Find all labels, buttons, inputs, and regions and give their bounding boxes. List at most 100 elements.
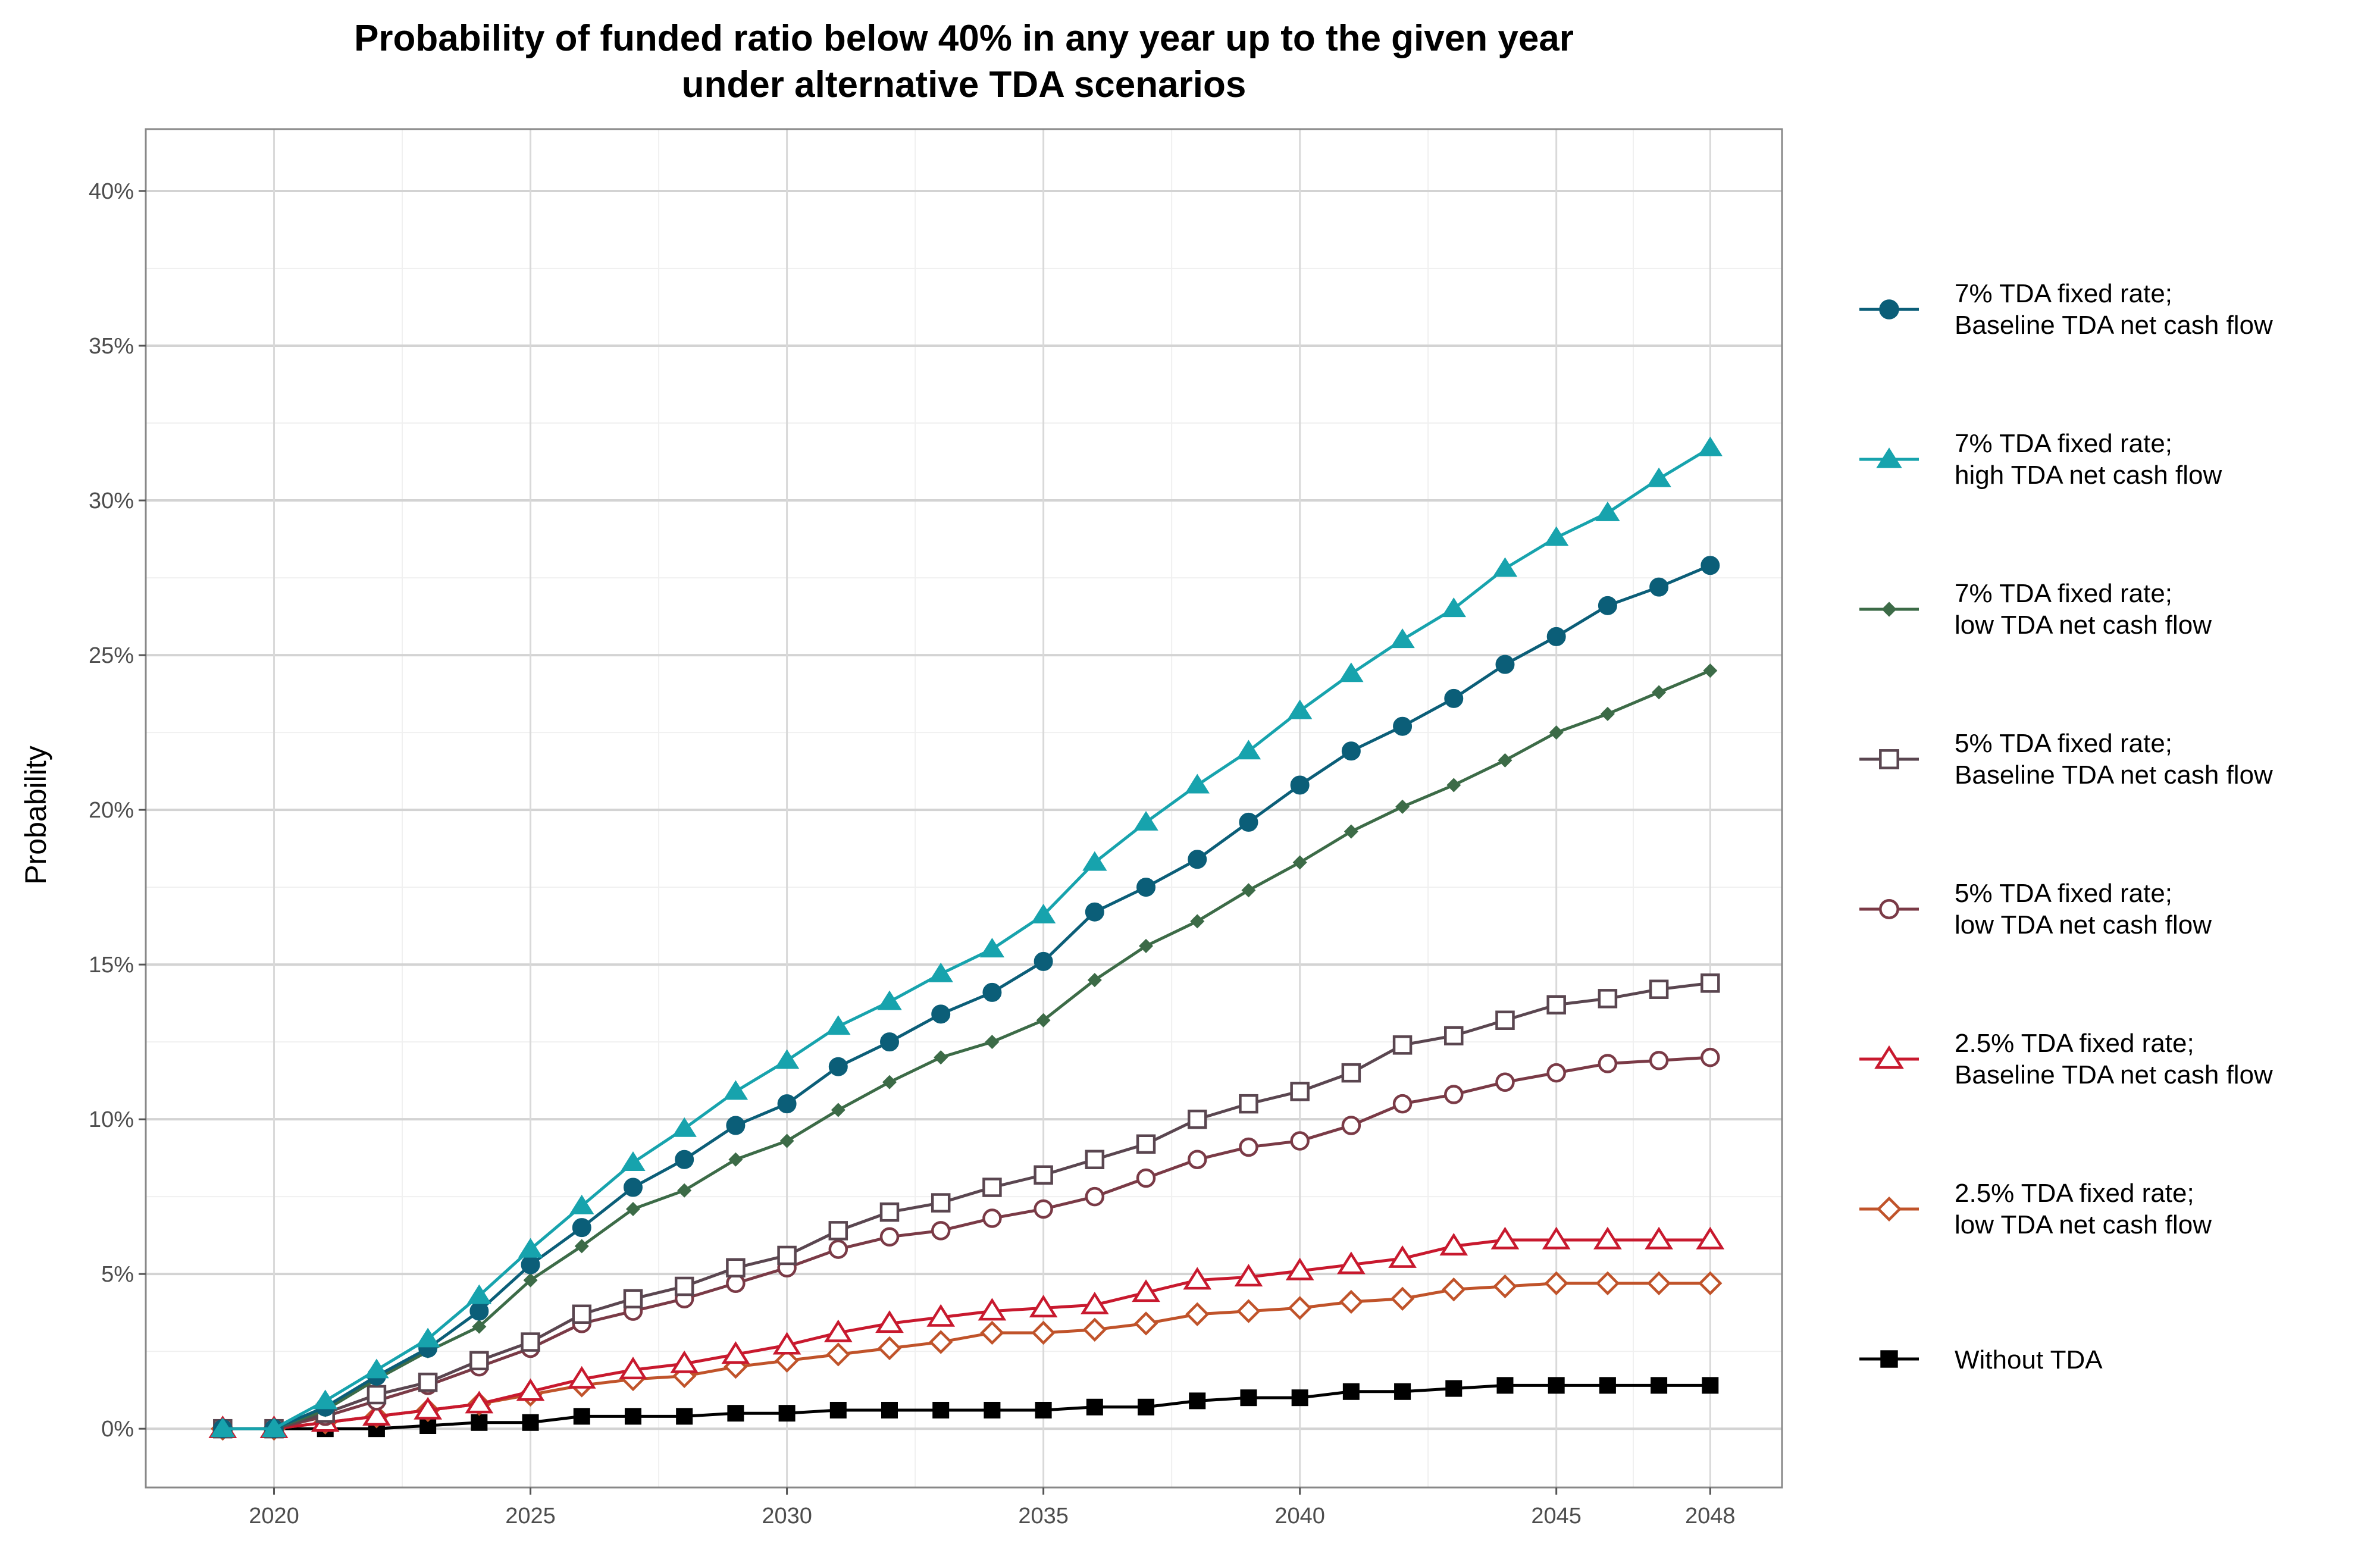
data-point: [623, 1289, 643, 1309]
grid-layer: [145, 129, 1782, 1488]
chart-title-line-2: under alternative TDA scenarios: [681, 64, 1247, 105]
data-point: [674, 1276, 694, 1297]
data-point: [1445, 1380, 1463, 1397]
data-point: [1394, 1383, 1411, 1400]
data-point: [1390, 628, 1415, 649]
data-point: [676, 1408, 693, 1425]
data-point: [1336, 1251, 1366, 1274]
data-point: [469, 1301, 489, 1321]
y-tick-label: 20%: [89, 798, 134, 823]
data-point: [728, 1152, 743, 1167]
data-point: [1136, 878, 1156, 897]
data-point: [1187, 1150, 1207, 1170]
data-point: [926, 1304, 956, 1327]
data-point: [982, 1208, 1002, 1228]
data-point: [465, 1391, 494, 1414]
data-point: [1236, 740, 1261, 760]
data-point: [516, 1378, 545, 1401]
series-group: [213, 556, 1720, 1439]
data-point: [979, 938, 1005, 958]
data-point: [521, 1332, 540, 1352]
series-group: [213, 1047, 1720, 1439]
data-point: [877, 990, 902, 1010]
data-point: [1698, 1271, 1723, 1295]
series-line: [223, 1383, 1711, 1430]
data-point: [928, 962, 953, 982]
data-point: [1495, 1072, 1515, 1092]
data-point: [1442, 1277, 1466, 1302]
y-tick-label: 25%: [89, 643, 134, 668]
data-point: [1444, 688, 1464, 708]
y-tick-label: 15%: [89, 953, 134, 978]
legend-key-marker: [1879, 299, 1899, 320]
data-point: [1441, 597, 1466, 618]
data-point: [1390, 1286, 1415, 1311]
data-point: [1546, 1063, 1566, 1083]
data-point: [778, 1405, 796, 1422]
legend-label-line-1: 7% TDA fixed rate;: [1955, 579, 2172, 608]
data-point: [1234, 1264, 1263, 1287]
data-point: [1138, 1398, 1155, 1416]
data-point: [1546, 995, 1566, 1014]
data-point: [823, 1319, 853, 1342]
x-tick-label: 2020: [249, 1504, 299, 1529]
data-point: [777, 1245, 797, 1266]
axis-layer: 0% 5% 10% 15% 20% 25% 30% 35% 40% 2020 2025 2030 203…: [89, 179, 1736, 1529]
legend-key-marker: [1876, 1196, 1902, 1222]
data-point: [828, 1239, 848, 1259]
chart-title-line-1: Probability of funded ratio below 40% in…: [354, 18, 1574, 59]
data-point: [1339, 1289, 1364, 1314]
data-point: [1292, 855, 1307, 870]
legend-label-line-2: low TDA net cash flow: [1955, 1210, 2212, 1239]
legend-label-line-2: Baseline TDA net cash flow: [1955, 311, 2273, 340]
data-point: [1544, 1271, 1568, 1295]
data-point: [261, 1417, 287, 1438]
y-tick-label: 10%: [89, 1107, 134, 1132]
series-line: [223, 446, 1711, 1430]
data-point: [1034, 951, 1053, 971]
data-point: [931, 1221, 951, 1241]
data-point: [1085, 1186, 1105, 1207]
data-point: [1239, 1137, 1258, 1157]
data-point: [931, 1004, 951, 1024]
data-point: [1341, 741, 1361, 761]
data-point: [831, 1103, 845, 1117]
legend-label-line-1: 2.5% TDA fixed rate;: [1955, 1029, 2194, 1058]
legend-label-line-1: 5% TDA fixed rate;: [1955, 729, 2172, 758]
data-point: [1189, 1392, 1206, 1410]
legend-item: Without TDA: [1859, 1345, 2103, 1374]
legend-item: 2.5% TDA fixed rate;Baseline TDA net cas…: [1859, 1029, 2273, 1089]
data-point: [1031, 903, 1056, 923]
legend-key-marker: [1879, 749, 1899, 769]
data-point: [572, 1218, 591, 1238]
series-group: [215, 663, 1718, 1436]
data-point: [1703, 663, 1718, 678]
data-point: [1188, 850, 1207, 869]
data-point: [1600, 706, 1615, 721]
data-point: [1696, 1226, 1725, 1250]
data-point: [932, 1401, 950, 1418]
data-point: [472, 1319, 487, 1334]
data-point: [1645, 1226, 1673, 1250]
x-tick-label: 2025: [505, 1504, 556, 1529]
data-point: [775, 1348, 799, 1373]
data-point: [1082, 851, 1107, 871]
data-point: [619, 1357, 647, 1380]
data-point: [1649, 979, 1669, 999]
data-point: [1087, 973, 1102, 988]
data-point: [623, 1178, 643, 1197]
data-point: [1492, 557, 1518, 577]
data-point: [210, 1417, 236, 1438]
data-point: [774, 1049, 800, 1069]
data-point: [727, 1405, 744, 1422]
data-point: [1598, 596, 1617, 615]
data-point: [1595, 501, 1620, 521]
data-point: [1285, 1257, 1314, 1280]
data-point: [982, 982, 1002, 1002]
data-point: [1290, 775, 1310, 795]
data-point: [469, 1351, 489, 1371]
data-point: [415, 1327, 440, 1348]
data-point: [1290, 1131, 1310, 1151]
data-point: [1595, 1271, 1620, 1295]
